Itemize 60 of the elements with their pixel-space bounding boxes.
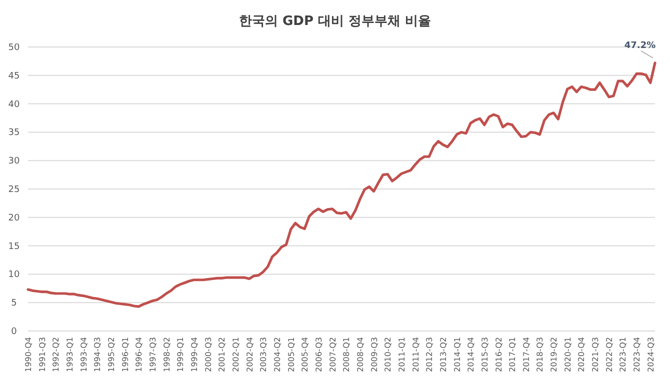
y-tick-label: 5: [11, 298, 17, 309]
x-tick-label: 2010-Q2: [384, 337, 393, 372]
x-tick-label: 2003-Q3: [259, 337, 268, 372]
y-tick-label: 40: [8, 100, 20, 110]
y-tick-label: 20: [8, 213, 20, 224]
x-tick-label: 1999-Q1: [176, 337, 186, 372]
x-tick-label: 2011-Q1: [397, 337, 406, 372]
x-tick-label: 2012-Q3: [425, 337, 434, 372]
x-tick-label: 2008-Q1: [342, 337, 352, 372]
x-tick-label: 1995-Q2: [106, 337, 116, 372]
x-tick-label: 2014-Q4: [466, 337, 476, 372]
x-tick-label: 2018-Q3: [536, 337, 545, 372]
x-tick-label: 1996-Q1: [120, 337, 130, 372]
x-tick-label: 2022-Q2: [604, 337, 614, 372]
x-tick-label: 2005-Q4: [300, 337, 310, 372]
y-tick-label: 25: [8, 185, 20, 195]
x-tick-label: 2020-Q1: [563, 337, 572, 372]
x-tick-label: 2008-Q4: [356, 337, 365, 372]
y-tick-label: 0: [11, 327, 18, 337]
x-tick-label: 2000-Q3: [204, 337, 213, 372]
x-tick-label: 2006-Q3: [314, 337, 324, 372]
x-tick-label: 2023-Q4: [632, 337, 642, 372]
x-tick-label: 2017-Q1: [508, 337, 518, 372]
y-tick-label: 45: [8, 71, 20, 82]
x-tick-label: 2014-Q1: [452, 337, 462, 372]
x-tick-label: 2001-Q2: [218, 337, 227, 372]
y-tick-label: 50: [8, 43, 20, 53]
x-tick-label: 2007-Q2: [328, 337, 338, 372]
x-tick-label: 2002-Q1: [231, 337, 240, 372]
x-tick-label: 2009-Q3: [370, 337, 379, 372]
x-tick-label: 1996-Q4: [134, 337, 144, 372]
x-tick-label: 1997-Q3: [148, 337, 158, 372]
x-tick-label: 2004-Q2: [272, 337, 282, 372]
x-tick-label: 1992-Q2: [52, 337, 61, 372]
y-tick-label: 15: [8, 242, 20, 252]
x-tick-label: 2016-Q2: [494, 337, 504, 372]
chart-title: 한국의 GDP 대비 정부부채 비율: [238, 14, 432, 29]
y-tick-label: 30: [8, 156, 20, 167]
x-tick-label: 1999-Q4: [190, 337, 199, 372]
y-tick-label: 35: [8, 128, 20, 138]
x-tick-label: 2005-Q1: [286, 337, 296, 372]
line-series: [26, 62, 656, 308]
x-tick-label: 2017-Q4: [522, 337, 531, 372]
data-label: 47.2%: [624, 40, 656, 51]
x-tick-label: 2011-Q4: [411, 337, 420, 372]
x-tick-label: 2002-Q4: [245, 337, 254, 372]
x-tick-label: 1993-Q4: [79, 337, 88, 372]
x-tick-label: 2023-Q1: [618, 337, 628, 372]
x-tick-label: 2021-Q3: [591, 337, 600, 372]
x-tick-label: 1993-Q1: [65, 337, 74, 372]
x-tick-label: 1994-Q3: [93, 337, 102, 372]
x-tick-label: 2015-Q3: [480, 337, 490, 372]
x-tick-label: 1998-Q2: [162, 337, 172, 372]
x-tick-label: 2013-Q2: [438, 337, 448, 372]
y-tick-label: 10: [8, 270, 20, 280]
x-tick-label: 1991-Q3: [38, 337, 47, 372]
x-tick-label: 1990-Q4: [24, 337, 33, 372]
x-tick-label: 2019-Q2: [550, 337, 559, 372]
x-tick-label: 2024-Q3: [646, 337, 656, 372]
x-tick-label: 2020-Q4: [577, 337, 586, 372]
